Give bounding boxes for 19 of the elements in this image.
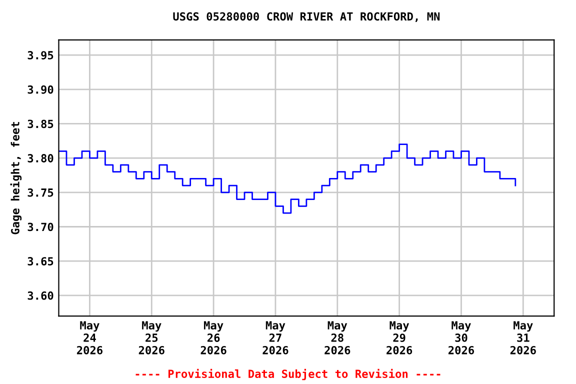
y-tick-label: 3.85 (28, 120, 54, 128)
x-tick-label: May 31 2026 (510, 321, 536, 354)
x-tick-label: May 26 2026 (200, 321, 226, 354)
y-axis-title: Gage height, feet (10, 122, 22, 234)
y-tick-label: 3.60 (28, 291, 54, 300)
y-tick-label: 3.70 (28, 222, 54, 232)
x-tick-label: May 25 2026 (138, 321, 164, 354)
y-tick-label: 3.95 (28, 51, 54, 60)
y-tick-label: 3.90 (28, 85, 54, 94)
x-tick-label: May 29 2026 (386, 321, 412, 354)
chart-title: USGS 05280000 CROW RIVER AT ROCKFORD, MN (173, 12, 440, 22)
y-tick-label: 3.65 (28, 257, 54, 266)
y-tick-label: 3.80 (28, 154, 54, 162)
x-tick-label: May 28 2026 (324, 321, 350, 354)
x-tick-label: May 30 2026 (448, 321, 474, 354)
y-tick-label: 3.75 (28, 188, 54, 197)
x-tick-label: May 24 2026 (76, 321, 102, 354)
text: ---- Provisional Data Subject to Revision ---- (136, 368, 440, 380)
x-tick-label: May 27 2026 (262, 321, 288, 354)
